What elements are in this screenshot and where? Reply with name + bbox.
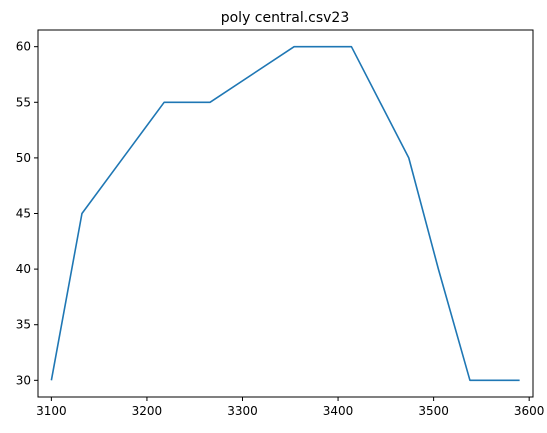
series-layer [50, 45, 520, 382]
x-tick-label: 3200 [132, 404, 163, 418]
x-tick-label: 3100 [36, 404, 67, 418]
x-axis: 3100 3200 3300 3400 3500 3600 [36, 397, 544, 418]
y-tick-label: 45 [16, 207, 31, 221]
plot-area: 3100 3200 3300 3400 3500 3600 30 35 40 45 50 55 60 [16, 29, 544, 418]
y-axis: 30 35 40 45 50 55 60 [16, 40, 38, 387]
chart-title: poly central.csv23 [221, 10, 350, 26]
y-tick-label: 50 [16, 151, 31, 165]
x-tick-label: 3600 [514, 404, 545, 418]
x-tick-label: 3500 [418, 404, 449, 418]
y-tick-label: 35 [16, 318, 31, 332]
x-tick-label: 3300 [227, 404, 258, 418]
y-tick-label: 40 [16, 262, 31, 276]
series-line [50, 45, 520, 382]
y-tick-label: 55 [16, 95, 31, 109]
y-tick-label: 60 [16, 40, 31, 54]
y-tick-label: 30 [16, 373, 31, 387]
x-tick-label: 3400 [323, 404, 354, 418]
